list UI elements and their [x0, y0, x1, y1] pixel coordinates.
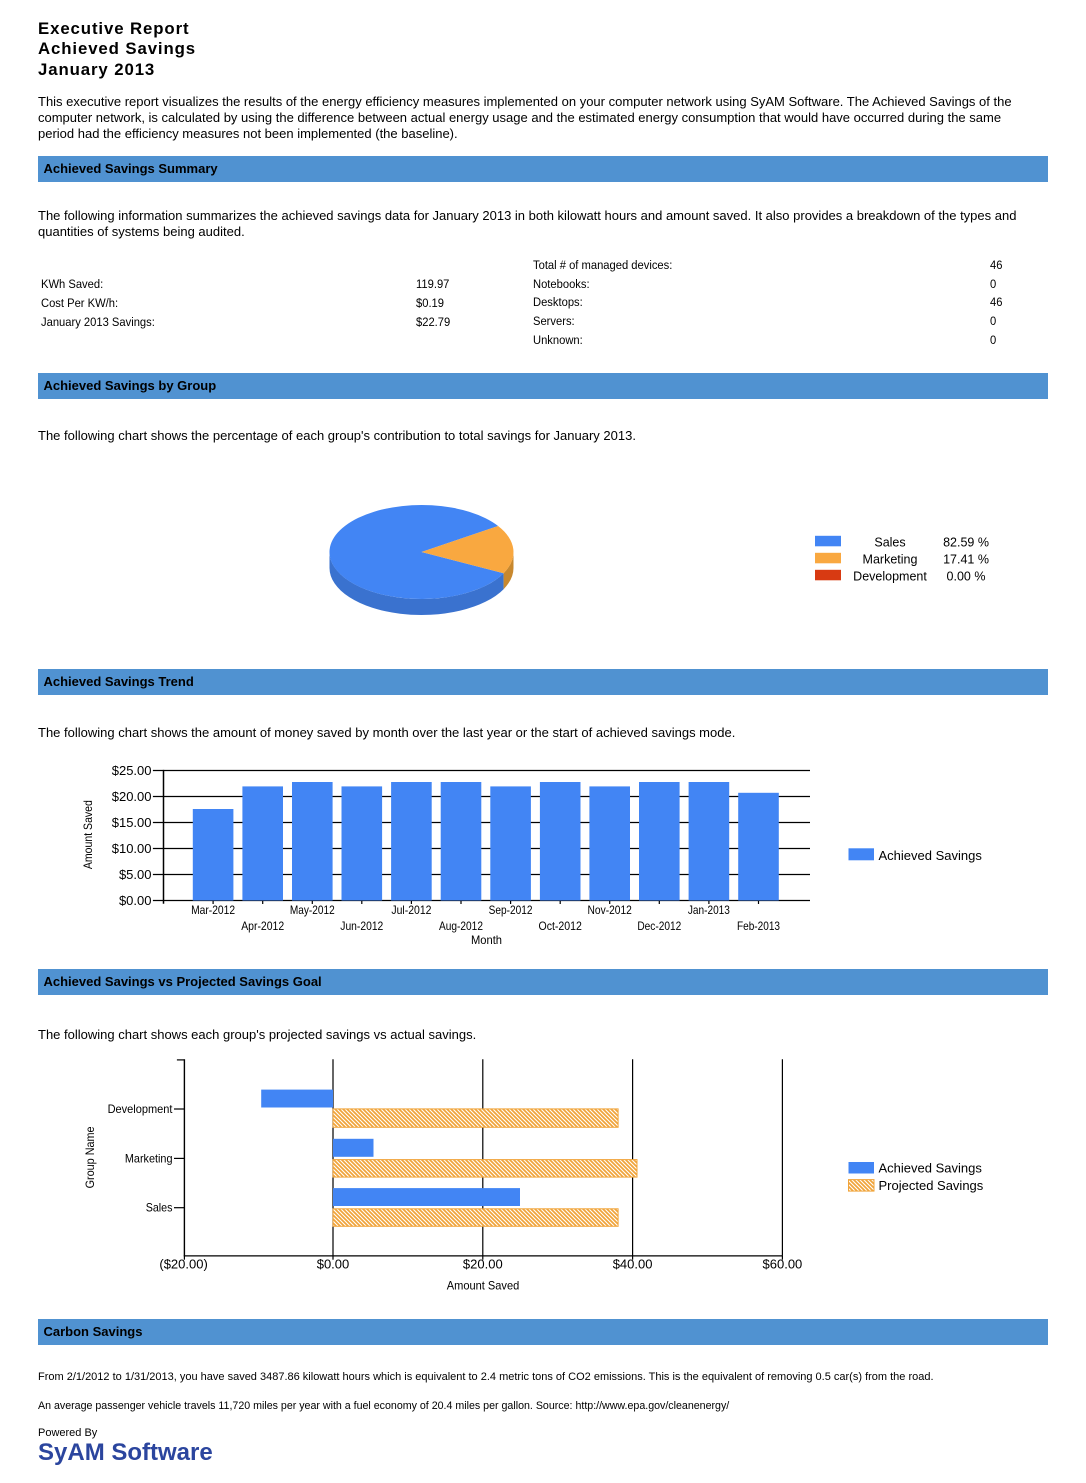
svg-text:Sales: Sales [874, 536, 905, 550]
svg-text:Amount Saved: Amount Saved [447, 1279, 520, 1293]
svg-text:0.00 %: 0.00 % [947, 570, 986, 584]
svg-text:May-2012: May-2012 [290, 903, 335, 917]
svg-text:Achieved Savings: Achieved Savings [879, 848, 983, 863]
svg-text:82.59 %: 82.59 % [943, 536, 989, 550]
svg-text:$20.00: $20.00 [463, 1256, 503, 1271]
svg-text:$0.00: $0.00 [119, 893, 152, 908]
svg-text:$60.00: $60.00 [763, 1256, 803, 1271]
svg-text:Projected Savings: Projected Savings [879, 1178, 984, 1193]
svg-text:$40.00: $40.00 [613, 1256, 653, 1271]
svg-text:Apr-2012: Apr-2012 [241, 919, 284, 933]
svg-text:Jul-2012: Jul-2012 [391, 903, 431, 917]
svg-text:Achieved Savings: Achieved Savings [879, 1160, 983, 1175]
svg-text:Oct-2012: Oct-2012 [539, 919, 583, 933]
svg-text:$25.00: $25.00 [112, 763, 152, 778]
svg-text:Sep-2012: Sep-2012 [489, 903, 533, 917]
svg-text:$15.00: $15.00 [112, 815, 152, 830]
svg-text:$10.00: $10.00 [112, 841, 152, 856]
svg-text:$20.00: $20.00 [112, 789, 152, 804]
svg-text:Marketing: Marketing [125, 1151, 173, 1165]
svg-text:Development: Development [108, 1102, 173, 1116]
svg-text:$0.00: $0.00 [317, 1256, 350, 1271]
svg-text:Nov-2012: Nov-2012 [588, 903, 633, 917]
svg-text:Month: Month [471, 933, 502, 947]
svg-text:Marketing: Marketing [863, 553, 918, 567]
svg-text:($20.00): ($20.00) [159, 1256, 207, 1271]
svg-text:17.41 %: 17.41 % [943, 553, 989, 567]
svg-text:Jan-2013: Jan-2013 [688, 903, 730, 917]
svg-text:Dec-2012: Dec-2012 [637, 919, 681, 933]
svg-text:Aug-2012: Aug-2012 [439, 919, 483, 933]
svg-text:Jun-2012: Jun-2012 [340, 919, 383, 933]
svg-text:$5.00: $5.00 [119, 867, 152, 882]
svg-text:Feb-2013: Feb-2013 [737, 919, 780, 933]
svg-text:Group Name: Group Name [83, 1126, 97, 1188]
svg-text:Sales: Sales [146, 1201, 173, 1215]
svg-text:Amount Saved: Amount Saved [81, 800, 95, 869]
svg-text:Mar-2012: Mar-2012 [191, 903, 235, 917]
svg-text:Development: Development [853, 570, 927, 584]
